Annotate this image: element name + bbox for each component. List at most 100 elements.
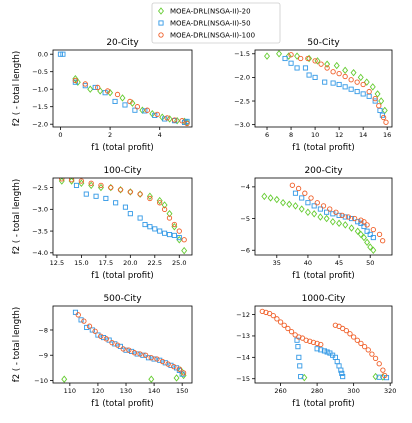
data-point-circle <box>114 91 121 98</box>
x-tick-label: 2 <box>108 131 112 139</box>
data-point-square <box>152 112 158 118</box>
panel-50-city: 6 8 10 12 14 16 −1.5 −2.0 −2.5 −3.0 50-City f1 (tot… <box>234 38 393 153</box>
data-point-diamond <box>146 192 153 200</box>
data-points <box>261 182 386 254</box>
data-point-square <box>157 228 163 234</box>
data-point-square <box>127 211 133 217</box>
data-point-circle <box>288 52 294 58</box>
data-point-circle <box>127 98 133 105</box>
data-point-circle <box>383 119 389 125</box>
data-point-diamond <box>161 201 168 209</box>
data-point-square <box>162 116 168 122</box>
data-point-diamond <box>173 374 180 382</box>
data-point-diamond <box>357 73 364 82</box>
x-tick-label: 12.5 <box>50 259 64 267</box>
data-point-circle <box>376 361 382 367</box>
x-tick-label: 320 <box>384 387 396 395</box>
data-point-circle <box>59 178 65 182</box>
data-point-circle <box>88 180 94 186</box>
data-point-circle <box>330 69 336 75</box>
data-point-circle <box>81 318 87 324</box>
data-point-circle <box>296 334 302 340</box>
panel-title: 200-City <box>304 166 343 176</box>
data-point-square <box>294 65 300 71</box>
data-point-square <box>134 351 140 357</box>
data-point-square <box>162 360 168 366</box>
data-point-square <box>166 232 173 238</box>
data-point-circle <box>303 337 309 343</box>
data-point-diamond <box>354 227 361 235</box>
data-point-diamond <box>74 78 81 86</box>
data-point-diamond <box>333 61 340 70</box>
data-point-square <box>129 348 135 354</box>
data-point-diamond <box>363 78 370 86</box>
data-point-diamond <box>61 375 68 383</box>
y-tick-label: −12 <box>236 311 250 319</box>
data-point-square <box>370 235 376 241</box>
data-point-square <box>364 228 370 234</box>
data-point-circle <box>361 343 368 350</box>
x-tick-label: 6 <box>265 131 269 139</box>
data-point-circle <box>372 355 379 362</box>
data-point-circle <box>165 361 171 367</box>
y-tick-label: −3.0 <box>234 121 250 129</box>
plot-frame <box>254 49 393 128</box>
data-point-square <box>354 89 360 95</box>
data-point-square <box>140 352 146 358</box>
data-point-circle <box>310 339 317 346</box>
data-point-circle <box>75 312 81 318</box>
legend-marker-circle <box>158 32 164 38</box>
data-point-circle <box>164 115 170 121</box>
data-point-square <box>317 206 323 212</box>
data-point-square <box>72 79 78 85</box>
data-point-circle <box>342 73 348 80</box>
data-point-circle <box>126 347 132 353</box>
x-tick-label: 10 <box>311 131 319 139</box>
data-point-diamond <box>378 97 385 105</box>
data-point-square <box>338 367 344 373</box>
data-point-diamond <box>364 238 371 247</box>
data-point-square <box>322 79 328 85</box>
y-tick-label: −6 <box>240 247 250 255</box>
data-point-square <box>93 193 99 199</box>
data-point-circle <box>358 340 364 347</box>
data-point-circle <box>109 339 115 346</box>
data-point-square <box>312 74 318 80</box>
data-point-diamond <box>276 50 283 58</box>
legend-marker-square <box>158 20 164 26</box>
data-point-circle <box>78 178 85 184</box>
data-point-circle <box>144 107 150 113</box>
data-points <box>61 309 187 383</box>
data-points <box>58 178 188 255</box>
data-point-square <box>330 80 336 86</box>
data-point-circle <box>305 55 311 62</box>
data-point-circle <box>103 336 110 342</box>
data-point-square <box>73 182 80 188</box>
data-point-diamond <box>361 233 367 242</box>
data-point-circle <box>180 370 187 376</box>
data-point-circle <box>68 178 75 183</box>
y-tick-label: −15 <box>236 375 250 383</box>
data-point-square <box>83 191 89 197</box>
data-point-diamond <box>129 99 136 107</box>
data-point-circle <box>171 117 178 123</box>
panel-1000-city: 260 280 300 320 −12 −13 −14 −15 1000-City f1 (tot… <box>236 294 396 409</box>
x-tick-label: 300 <box>347 387 359 395</box>
data-point-diamond <box>324 60 331 68</box>
x-tick-label: 40 <box>304 259 312 267</box>
data-point-circle <box>86 323 93 329</box>
data-point-diamond <box>317 213 324 221</box>
x-axis-label: f1 (total profit) <box>292 143 354 153</box>
data-point-circle <box>270 312 276 319</box>
data-point-square <box>336 212 342 218</box>
data-point-circle <box>147 195 153 202</box>
data-point-circle <box>154 111 160 118</box>
x-tick-label: 8 <box>289 131 293 139</box>
data-point-square <box>297 363 303 369</box>
x-tick-label: 25.0 <box>172 259 186 267</box>
data-point-circle <box>380 114 387 121</box>
data-point-circle <box>171 221 178 228</box>
y-tick-label: −1.0 <box>32 86 48 94</box>
data-point-circle <box>354 79 360 85</box>
